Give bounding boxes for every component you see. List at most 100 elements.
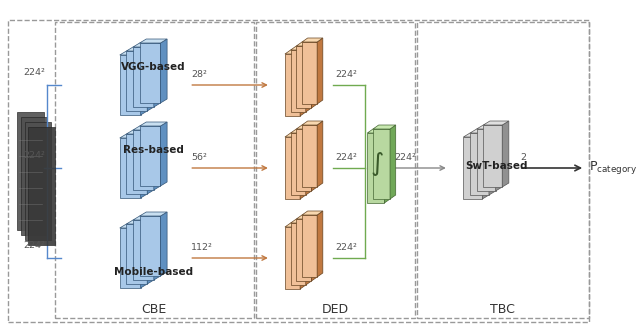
Polygon shape [477,125,502,129]
Polygon shape [291,50,306,112]
Polygon shape [317,211,323,277]
Polygon shape [147,130,154,194]
Polygon shape [463,133,489,137]
Polygon shape [140,212,167,216]
Polygon shape [317,38,323,104]
Polygon shape [296,129,312,191]
Polygon shape [390,125,396,199]
Polygon shape [28,127,55,245]
Polygon shape [300,223,306,289]
Polygon shape [367,133,385,203]
Polygon shape [126,47,154,51]
Polygon shape [161,212,167,276]
Polygon shape [141,134,147,198]
Polygon shape [285,50,306,54]
Polygon shape [291,133,306,195]
Bar [417,22,589,318]
Bar [55,22,253,318]
Text: P$_{\rm category}$: P$_{\rm category}$ [589,159,637,177]
Text: 224²: 224² [24,68,45,77]
Polygon shape [154,43,161,107]
Polygon shape [300,50,306,116]
Polygon shape [470,133,489,195]
Polygon shape [161,39,167,103]
Text: VGG-based: VGG-based [121,62,186,72]
Polygon shape [296,125,317,129]
Polygon shape [140,122,167,126]
Bar [255,22,415,318]
Polygon shape [17,112,44,230]
Polygon shape [154,216,161,280]
Text: SwT-based: SwT-based [465,161,527,171]
Polygon shape [291,223,306,285]
Polygon shape [296,46,312,108]
Polygon shape [120,134,147,138]
Polygon shape [312,215,317,281]
Polygon shape [161,122,167,186]
Text: 56²: 56² [191,153,207,162]
Polygon shape [126,130,154,134]
Polygon shape [483,125,502,187]
Polygon shape [120,224,147,228]
Text: 224²: 224² [335,70,357,79]
Polygon shape [24,122,51,240]
Polygon shape [126,224,147,284]
Polygon shape [133,43,161,47]
Polygon shape [302,42,317,104]
Polygon shape [302,38,323,42]
Polygon shape [296,42,317,46]
Polygon shape [120,138,141,198]
Polygon shape [302,121,323,125]
Polygon shape [285,137,300,199]
Text: $\int$: $\int$ [370,150,384,178]
Polygon shape [120,51,147,55]
Text: 224²: 224² [395,153,417,162]
Polygon shape [296,215,317,219]
Polygon shape [373,125,396,129]
Polygon shape [291,219,312,223]
Polygon shape [126,220,154,224]
Text: 112²: 112² [191,243,213,252]
Polygon shape [133,220,154,280]
Polygon shape [141,51,147,115]
Polygon shape [147,220,154,284]
Polygon shape [140,126,161,186]
Polygon shape [285,227,300,289]
Polygon shape [312,125,317,191]
Polygon shape [285,54,300,116]
Polygon shape [495,125,502,191]
Polygon shape [126,134,147,194]
Polygon shape [302,211,323,215]
Polygon shape [285,133,306,137]
Polygon shape [133,126,161,130]
Text: 224²: 224² [24,151,45,160]
Text: DED: DED [321,303,349,316]
Polygon shape [21,117,47,235]
Polygon shape [147,47,154,111]
Polygon shape [502,121,509,187]
Polygon shape [483,121,509,125]
Polygon shape [306,46,312,112]
Polygon shape [470,129,495,133]
Polygon shape [367,129,390,133]
Text: TBC: TBC [490,303,515,316]
Polygon shape [477,129,495,191]
Polygon shape [140,39,167,43]
Polygon shape [302,215,317,277]
Polygon shape [306,129,312,195]
Polygon shape [489,129,495,195]
Polygon shape [300,133,306,199]
Text: Res-based: Res-based [123,145,184,155]
Polygon shape [285,223,306,227]
Polygon shape [140,43,161,103]
Polygon shape [317,121,323,187]
Polygon shape [296,219,312,281]
Polygon shape [306,219,312,285]
Polygon shape [133,130,154,190]
Polygon shape [154,126,161,190]
Text: Mobile-based: Mobile-based [114,267,193,277]
Text: 224²: 224² [335,243,357,252]
Text: 224²: 224² [335,153,357,162]
Polygon shape [302,125,317,187]
Polygon shape [312,42,317,108]
